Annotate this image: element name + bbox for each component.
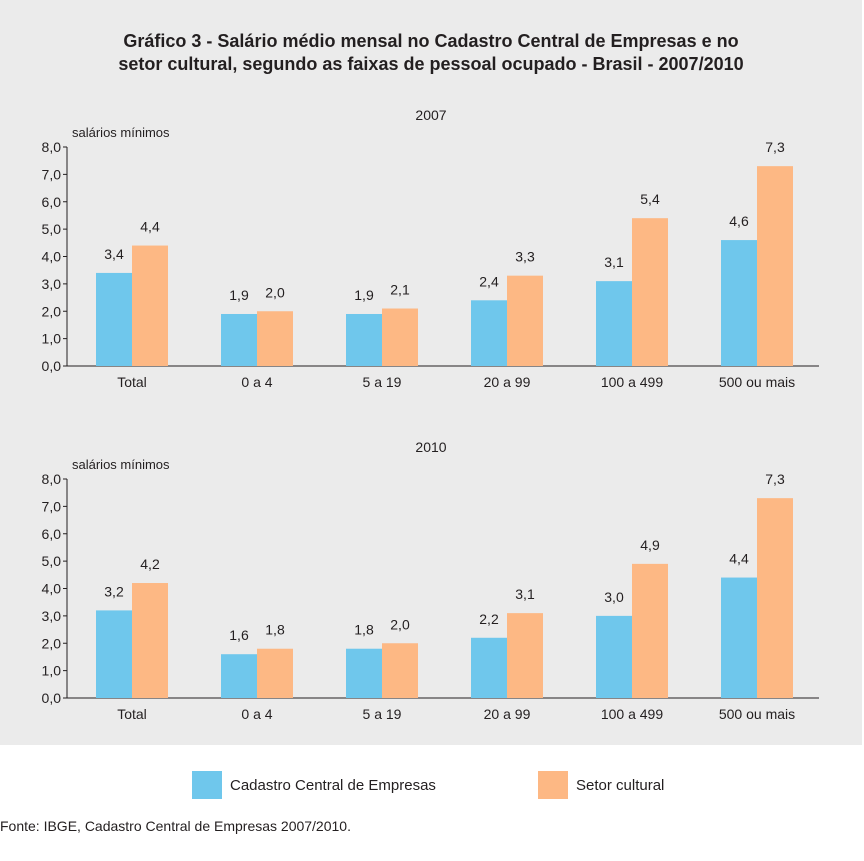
y-tick-label: 5,0 <box>42 221 62 237</box>
y-axis-label: salários mínimos <box>72 125 170 140</box>
x-tick-label: 20 a 99 <box>484 374 531 390</box>
bar-cadastro <box>221 654 257 698</box>
x-tick-label: 20 a 99 <box>484 706 531 722</box>
bar-cultural <box>757 166 793 366</box>
y-tick-label: 5,0 <box>42 553 62 569</box>
x-tick-label: 100 a 499 <box>601 374 663 390</box>
chart-title-line-2: setor cultural, segundo as faixas de pes… <box>118 54 744 74</box>
data-label-cadastro: 1,9 <box>229 287 249 303</box>
data-label-cultural: 3,3 <box>515 249 535 265</box>
y-tick-label: 4,0 <box>42 581 62 597</box>
legend-label-cadastro: Cadastro Central de Empresas <box>230 776 436 794</box>
data-label-cultural: 1,8 <box>265 622 285 638</box>
x-tick-label: 500 ou mais <box>719 374 795 390</box>
y-tick-label: 8,0 <box>42 471 62 487</box>
bar-cadastro <box>721 577 757 698</box>
data-label-cultural: 3,1 <box>515 586 535 602</box>
bar-cadastro <box>346 313 382 366</box>
y-tick-label: 7,0 <box>42 166 62 182</box>
y-tick-label: 3,0 <box>42 276 62 292</box>
legend-swatch-cultural <box>538 771 568 799</box>
data-label-cultural: 2,0 <box>265 284 285 300</box>
bar-cultural <box>507 275 543 366</box>
data-label-cultural: 7,3 <box>765 139 785 155</box>
x-tick-label: 5 a 19 <box>363 374 402 390</box>
chart-title: Gráfico 3 - Salário médio mensal no Cada… <box>0 30 862 76</box>
bar-cadastro <box>596 615 632 698</box>
x-tick-label: Total <box>117 374 147 390</box>
bar-cultural <box>757 498 793 698</box>
data-label-cadastro: 3,0 <box>604 589 624 605</box>
data-label-cadastro: 1,8 <box>354 622 374 638</box>
y-tick-label: 3,0 <box>42 608 62 624</box>
data-label-cadastro: 3,4 <box>104 246 124 262</box>
bar-cultural <box>382 643 418 698</box>
chart-year-title: 2010 <box>415 439 446 455</box>
data-label-cadastro: 1,6 <box>229 627 249 643</box>
data-label-cadastro: 4,6 <box>729 213 749 229</box>
y-tick-label: 1,0 <box>42 331 62 347</box>
bar-cultural <box>632 563 668 698</box>
y-axis-label: salários mínimos <box>72 457 170 472</box>
chart-year-title: 2007 <box>415 107 446 123</box>
data-label-cultural: 4,9 <box>640 537 660 553</box>
y-tick-label: 2,0 <box>42 635 62 651</box>
chart-title-line-1: Gráfico 3 - Salário médio mensal no Cada… <box>123 31 739 51</box>
data-label-cadastro: 3,1 <box>604 254 624 270</box>
x-tick-label: 5 a 19 <box>363 706 402 722</box>
bar-cadastro <box>96 610 132 698</box>
data-label-cultural: 5,4 <box>640 191 660 207</box>
data-label-cadastro: 4,4 <box>729 551 749 567</box>
data-label-cultural: 4,4 <box>140 219 160 235</box>
y-tick-label: 0,0 <box>42 358 62 374</box>
x-tick-label: Total <box>117 706 147 722</box>
y-tick-label: 1,0 <box>42 663 62 679</box>
y-tick-label: 6,0 <box>42 194 62 210</box>
legend-swatch-cadastro <box>192 771 222 799</box>
y-tick-label: 6,0 <box>42 526 62 542</box>
bar-cultural <box>257 648 293 698</box>
bar-cadastro <box>221 313 257 366</box>
data-label-cadastro: 1,9 <box>354 287 374 303</box>
y-tick-label: 7,0 <box>42 498 62 514</box>
bar-cadastro <box>96 272 132 366</box>
y-tick-label: 8,0 <box>42 139 62 155</box>
bar-cadastro <box>346 648 382 698</box>
x-tick-label: 500 ou mais <box>719 706 795 722</box>
bar-cadastro <box>471 300 507 366</box>
source-note: Fonte: IBGE, Cadastro Central de Empresa… <box>0 818 351 834</box>
y-tick-label: 2,0 <box>42 303 62 319</box>
data-label-cadastro: 2,2 <box>479 611 499 627</box>
bar-chart-2010: 2010 salários mínimos 0,0 1,0 2,0 3,0 4,0 5,0 6,… <box>42 439 819 722</box>
bar-cultural <box>132 245 168 366</box>
bar-cultural <box>507 613 543 698</box>
x-tick-label: 100 a 499 <box>601 706 663 722</box>
legend-item-cultural: Setor cultural <box>538 771 664 799</box>
x-tick-label: 0 a 4 <box>241 706 272 722</box>
data-label-cadastro: 3,2 <box>104 583 124 599</box>
data-label-cultural: 7,3 <box>765 471 785 487</box>
legend-item-cadastro: Cadastro Central de Empresas <box>192 771 436 799</box>
bar-chart-2007: 2007 salários mínimos 0,0 1,0 2,0 3,0 4,0 5,0 6,… <box>42 107 819 390</box>
bar-cultural <box>632 218 668 366</box>
legend-label-cultural: Setor cultural <box>576 776 665 794</box>
bar-cultural <box>382 308 418 366</box>
bar-cadastro <box>471 637 507 698</box>
data-label-cultural: 4,2 <box>140 556 160 572</box>
data-label-cultural: 2,1 <box>390 282 410 298</box>
x-tick-label: 0 a 4 <box>241 374 272 390</box>
y-tick-label: 0,0 <box>42 690 62 706</box>
bar-cadastro <box>596 281 632 366</box>
data-label-cultural: 2,0 <box>390 616 410 632</box>
bar-cadastro <box>721 240 757 366</box>
data-label-cadastro: 2,4 <box>479 273 499 289</box>
bar-cultural <box>132 583 168 698</box>
y-tick-label: 4,0 <box>42 249 62 265</box>
bar-cultural <box>257 311 293 366</box>
